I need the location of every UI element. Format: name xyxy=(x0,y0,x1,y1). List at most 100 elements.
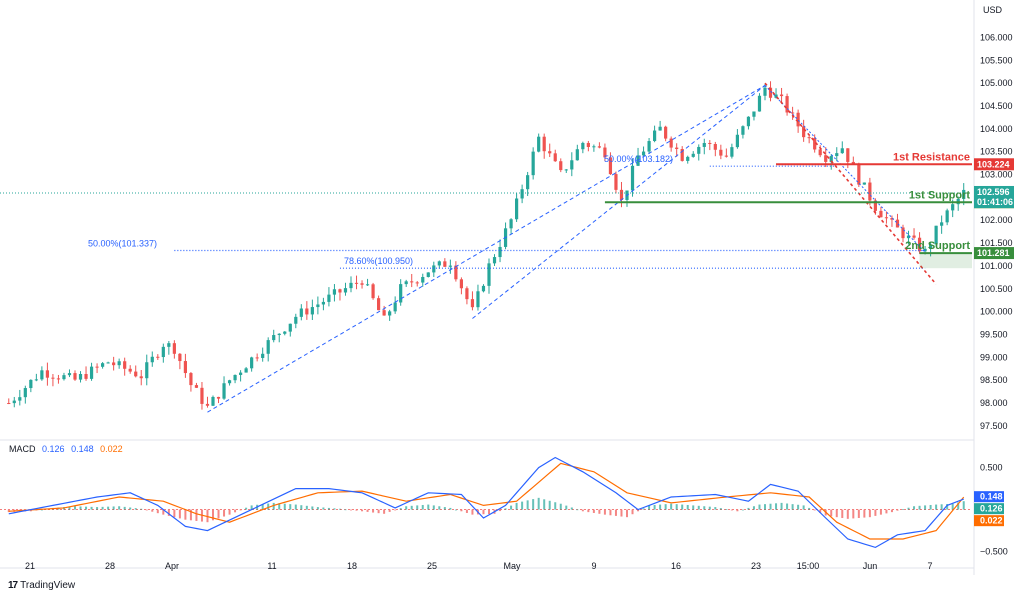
macd-hist-bar xyxy=(780,502,783,510)
candle-body xyxy=(432,265,436,273)
price-pane: 50.00%(101.337) 78.60%(100.950) 50.00%(103… xyxy=(0,81,972,413)
price-tick-label: 99.000 xyxy=(980,352,1008,362)
macd-hist-bar xyxy=(769,503,772,510)
candle-body xyxy=(327,294,331,302)
candle-body xyxy=(123,361,127,369)
macd-hist-bar xyxy=(659,504,662,510)
candle-body xyxy=(354,282,359,284)
candle-body xyxy=(686,156,690,161)
macd-hist-bar xyxy=(217,509,220,519)
candle-body xyxy=(498,246,502,258)
candle-body xyxy=(365,284,370,286)
candle-body xyxy=(415,282,419,284)
candle-body xyxy=(244,368,248,373)
candle-body xyxy=(807,137,811,139)
macd-hist-bar xyxy=(184,509,187,520)
tradingview-brand[interactable]: 17 TradingView xyxy=(8,580,75,591)
macd-hist-bar xyxy=(90,506,93,510)
macd-hist-bar xyxy=(421,504,424,510)
macd-hist-bar xyxy=(245,507,248,510)
candle-body xyxy=(261,353,265,358)
fib-trend-line xyxy=(207,84,766,413)
macd-hist-bar xyxy=(416,505,419,510)
macd-legend[interactable]: MACD 0.126 0.148 0.022 xyxy=(9,444,127,454)
candle-body xyxy=(537,136,541,152)
candle-body xyxy=(7,403,11,405)
candle-body xyxy=(67,373,72,376)
candle-body xyxy=(23,388,27,398)
macd-hist-bar xyxy=(394,509,397,511)
time-tick-label: 18 xyxy=(347,561,357,571)
current-price-countdown: 01:41:06 xyxy=(977,197,1013,207)
candle-body xyxy=(338,289,342,293)
candle-body xyxy=(934,225,938,245)
candle-body xyxy=(879,210,883,218)
macd-line xyxy=(8,456,964,549)
macd-tick-label: −0.500 xyxy=(980,547,1008,557)
candle-body xyxy=(388,311,392,316)
candle-body xyxy=(746,116,751,127)
candle-body xyxy=(410,281,414,283)
candle-body xyxy=(901,227,905,239)
macd-hist-bar xyxy=(543,499,546,510)
1st-resistance-tag xyxy=(974,158,1014,171)
price-tick-label: 105.000 xyxy=(980,78,1013,88)
candle-body xyxy=(222,383,226,399)
candle-body xyxy=(857,164,861,185)
macd-hist-bar xyxy=(747,507,750,510)
macd-hist-bar xyxy=(68,506,71,510)
tradingview-name: TradingView xyxy=(20,580,76,591)
macd-hist-bar xyxy=(548,500,551,510)
candle-body xyxy=(929,244,933,249)
candle-body xyxy=(112,362,116,366)
candle-body xyxy=(117,361,121,366)
macd-line-tag xyxy=(974,503,1004,515)
macd-hist-bar xyxy=(366,509,369,512)
macd-hist-bar xyxy=(504,508,507,510)
candle-body xyxy=(945,210,949,223)
candle-body xyxy=(570,160,574,170)
candle-body xyxy=(691,153,695,157)
candle-body xyxy=(542,136,546,152)
macd-hist-bar xyxy=(283,503,286,510)
time-tick-label: 11 xyxy=(267,561,276,571)
candle-body xyxy=(470,299,475,308)
macd-hist-bar xyxy=(664,504,667,510)
macd-hist-bar xyxy=(383,509,386,514)
price-tick-label: 98.500 xyxy=(980,375,1008,385)
price-tick-label: 103.500 xyxy=(980,147,1013,157)
candle-body xyxy=(641,151,646,156)
2nd-support-tag-text: 101.281 xyxy=(977,248,1010,258)
candle-body xyxy=(664,126,668,139)
macd-hist-bar xyxy=(951,503,954,510)
macd-hist-bar xyxy=(929,504,932,510)
macd-hist-bar xyxy=(460,509,463,512)
candle-body xyxy=(183,361,187,374)
time-tick-label: 9 xyxy=(591,561,596,571)
macd-hist-bar xyxy=(764,504,766,510)
macd-hist-bar xyxy=(670,503,673,510)
price-tick-label: 104.000 xyxy=(980,124,1013,134)
candle-body xyxy=(34,379,38,381)
candle-body xyxy=(40,370,44,380)
macd-hist-bar xyxy=(499,509,502,512)
macd-hist-bar xyxy=(913,506,916,510)
macd-hist-bar xyxy=(212,509,214,521)
macd-hist-tag xyxy=(974,515,1004,527)
macd-hist-bar xyxy=(40,509,43,511)
macd-hist-bar xyxy=(471,509,474,515)
candle-body xyxy=(128,368,132,372)
macd-hist-bar xyxy=(559,503,562,510)
candle-body xyxy=(437,261,441,266)
macd-hist-bar xyxy=(841,509,844,518)
candle-body xyxy=(150,356,154,363)
macd-tick-label: 0.500 xyxy=(980,463,1003,473)
candle-body xyxy=(294,316,298,324)
candle-body xyxy=(940,222,944,226)
candle-body xyxy=(658,126,662,131)
candle-body xyxy=(636,155,640,166)
macd-hist-bar xyxy=(614,509,617,516)
candle-body xyxy=(597,146,601,148)
macd-hist-bar xyxy=(791,504,794,510)
